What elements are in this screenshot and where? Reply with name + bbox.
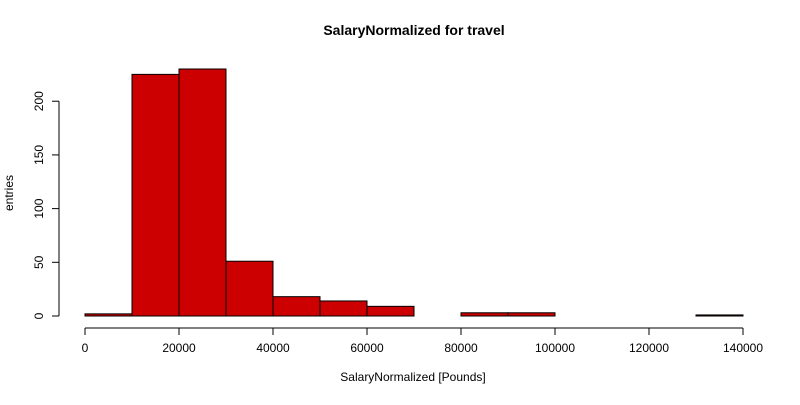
- x-tick-label: 120000: [629, 341, 669, 355]
- y-tick-label: 150: [32, 145, 46, 165]
- x-tick-label: 40000: [256, 341, 290, 355]
- histogram-bar: [366, 305, 415, 317]
- histogram-bar: [178, 68, 227, 317]
- histogram-bar: [507, 312, 556, 317]
- histogram-bar: [84, 313, 133, 317]
- y-tick-label: 0: [32, 312, 46, 319]
- chart-title: SalaryNormalized for travel: [323, 22, 504, 38]
- x-tick-label: 60000: [350, 341, 384, 355]
- x-tick-label: 100000: [535, 341, 575, 355]
- y-tick-label: 100: [32, 198, 46, 218]
- histogram-bar: [131, 73, 180, 317]
- y-tick-label: 200: [32, 91, 46, 111]
- histogram-bar: [319, 300, 368, 317]
- histogram-bar: [460, 312, 509, 317]
- histogram-bar: [225, 260, 274, 317]
- x-tick-label: 80000: [444, 341, 478, 355]
- x-axis-label: SalaryNormalized [Pounds]: [340, 370, 485, 384]
- y-axis-label: entries: [2, 175, 16, 211]
- x-tick-label: 0: [82, 341, 89, 355]
- bars-group: [84, 68, 744, 317]
- x-tick-label: 140000: [723, 341, 763, 355]
- histogram-bar: [272, 296, 321, 317]
- x-tick-label: 20000: [162, 341, 196, 355]
- histogram-bar: [695, 314, 744, 317]
- x-axis: 0 20000 40000 60000 80000 100000 120000 140000: [82, 327, 763, 355]
- y-axis: 0 50 100 150 200: [32, 91, 60, 319]
- y-tick-label: 50: [32, 255, 46, 269]
